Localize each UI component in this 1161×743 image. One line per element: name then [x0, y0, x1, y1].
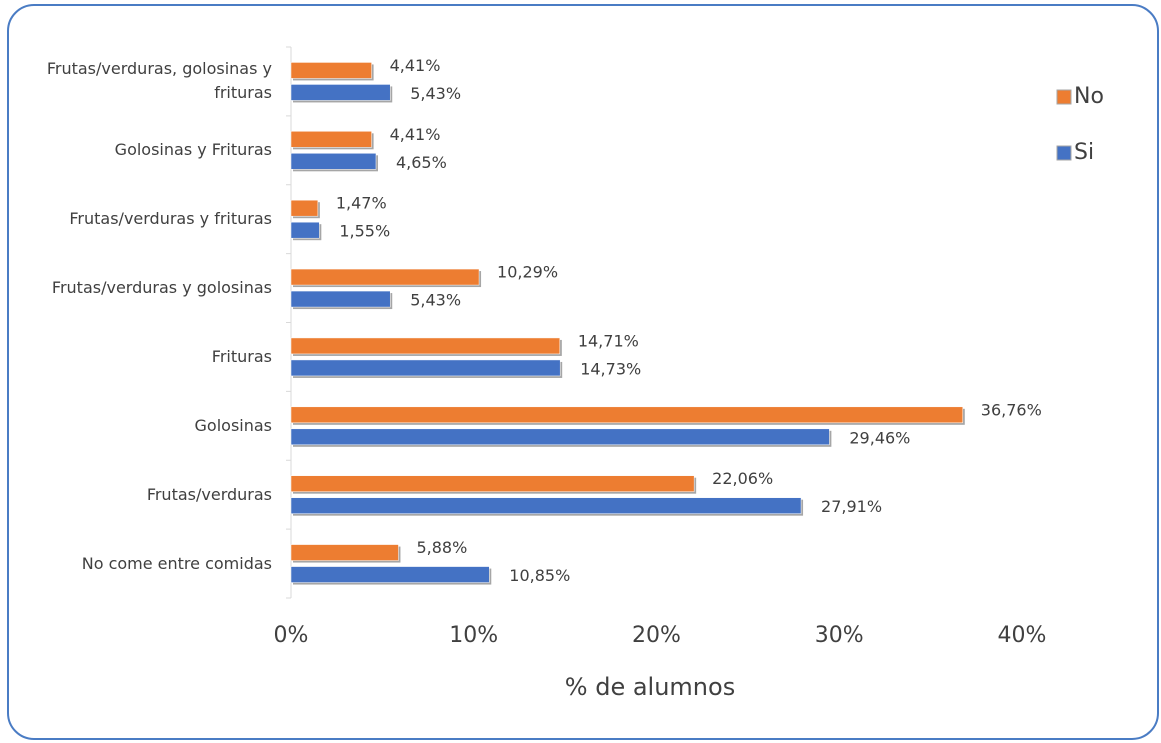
y-tick-label: Frutas/verduras, golosinas y frituras [46, 59, 272, 103]
bar [290, 406, 964, 424]
data-label: 5,43% [410, 84, 461, 103]
x-axis-title: % de alumnos [565, 673, 735, 701]
data-label: 5,88% [416, 538, 467, 557]
data-label: 4,41% [390, 125, 441, 144]
data-label: 14,71% [578, 331, 639, 350]
y-tick-label: Golosinas y Frituras [114, 140, 272, 160]
legend-label: No [1074, 84, 1104, 109]
data-label: 10,29% [497, 263, 558, 282]
bar [290, 268, 480, 286]
data-label: 27,91% [821, 497, 882, 516]
bar [290, 475, 695, 492]
bar [290, 84, 391, 101]
y-tick-label: Golosinas [194, 415, 272, 435]
x-tick-label: 10% [449, 623, 498, 648]
bar [290, 62, 372, 79]
x-tick-label: 30% [815, 623, 864, 648]
data-label: 36,76% [981, 400, 1042, 419]
y-tick-label: Frutas/verduras [146, 484, 272, 504]
x-tick-label: 0% [274, 623, 309, 648]
x-tick-label: 20% [632, 623, 681, 648]
data-label: 29,46% [849, 428, 910, 447]
bar [290, 290, 391, 308]
bar [290, 566, 490, 583]
data-label: 5,43% [410, 291, 461, 310]
legend-label: Si [1074, 140, 1094, 165]
bar [290, 131, 372, 148]
data-label: 1,55% [339, 222, 390, 241]
y-tick-label: Frutas/verduras y frituras [69, 209, 272, 229]
bar [290, 199, 319, 217]
legend-swatch [1056, 89, 1072, 105]
bar [290, 359, 561, 377]
data-label: 10,85% [509, 566, 570, 585]
bar [290, 221, 320, 239]
data-label: 14,73% [580, 359, 641, 378]
bar [290, 544, 399, 561]
y-tick-label: No come entre comidas [81, 553, 272, 573]
data-label: 4,65% [396, 153, 447, 172]
bar [290, 428, 830, 446]
data-label: 1,47% [336, 194, 387, 213]
y-tick-label: Frituras [211, 346, 272, 366]
y-tick-label: Frutas/verduras y golosinas [51, 278, 272, 298]
data-label: 22,06% [712, 469, 773, 488]
legend-swatch [1056, 145, 1072, 161]
data-label: 4,41% [390, 56, 441, 75]
bar [290, 337, 561, 355]
bar [290, 497, 802, 514]
bar [290, 153, 377, 170]
x-tick-label: 40% [998, 623, 1047, 648]
